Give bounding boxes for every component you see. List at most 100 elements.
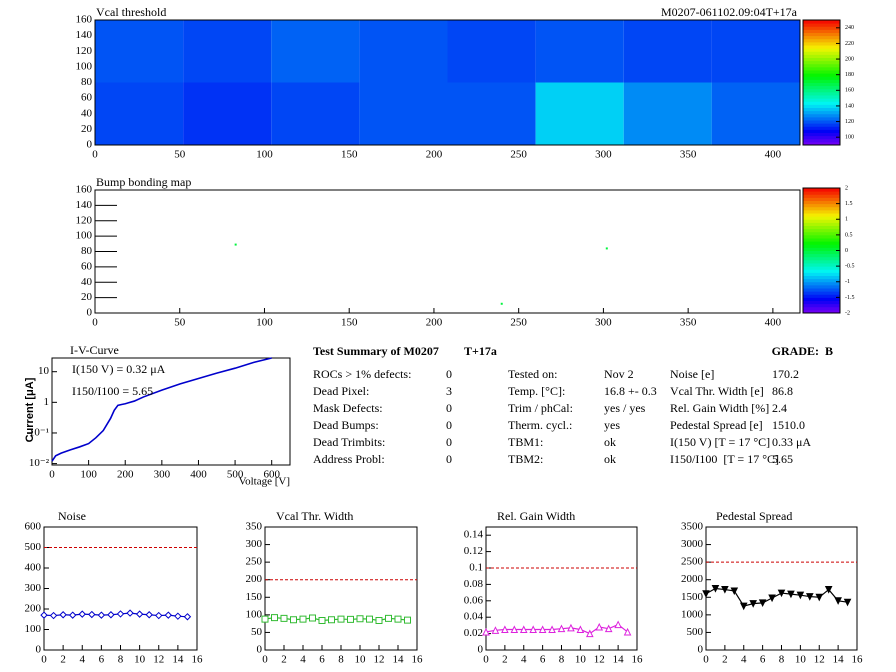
- color-scale: [803, 20, 840, 24]
- data-point: [337, 615, 345, 623]
- color-scale: [803, 101, 840, 105]
- data-point: [145, 611, 153, 619]
- x-tick-label: 10: [795, 654, 807, 666]
- color-scale: [803, 63, 840, 68]
- y-tick-label: 150: [246, 591, 263, 603]
- heat-cell: [711, 20, 800, 83]
- y-tick-label: 0.1: [469, 562, 483, 574]
- y-tick-label: 3000: [681, 538, 704, 550]
- summary-value: 0: [446, 452, 452, 466]
- y-tick-label: 0.12: [464, 545, 483, 557]
- color-scale: [803, 107, 840, 112]
- summary-value: 5.65: [772, 452, 793, 466]
- summary-label: Temp. [°C]:: [508, 384, 565, 398]
- y-tick-label: 40: [81, 276, 93, 288]
- annotation: I150/I100 = 5.65: [72, 384, 153, 398]
- data-line: [264, 617, 408, 622]
- plot-frame: [94, 189, 801, 314]
- data-point: [806, 593, 814, 601]
- z-tick-label: 180: [845, 72, 854, 78]
- summary-title: Test Summary of M0207: [313, 344, 439, 358]
- x-tick-label: 200: [426, 149, 443, 161]
- data-point: [796, 591, 805, 600]
- x-tick-label: 500: [227, 469, 244, 481]
- data-point: [375, 616, 383, 624]
- summary-value: 170.2: [772, 367, 799, 381]
- z-tick-label: -1: [845, 279, 850, 285]
- chart-title: Pedestal Spread: [716, 509, 792, 523]
- heat-cell: [359, 82, 448, 145]
- data-point: [78, 610, 86, 618]
- data-point: [135, 610, 144, 618]
- data-point: [501, 625, 509, 633]
- data-point: [529, 625, 537, 633]
- y-tick-label: 350: [246, 521, 263, 533]
- x-tick-label: 8: [779, 654, 785, 666]
- x-tick-label: 400: [190, 469, 207, 481]
- x-tick-label: 10: [355, 654, 367, 666]
- color-scale: [803, 216, 840, 220]
- data-point: [318, 616, 326, 624]
- color-scale: [803, 222, 840, 226]
- color-scale: [803, 85, 840, 90]
- y-tick-label: 60: [81, 260, 93, 272]
- color-scale-frame: [802, 19, 841, 146]
- x-tick-label: 16: [852, 654, 864, 666]
- data-point: [623, 627, 632, 636]
- summary-label: Trim / phCal:: [508, 401, 573, 415]
- x-tick-label: 6: [99, 654, 105, 666]
- color-scale: [803, 129, 840, 133]
- summary-label: Tested on:: [508, 367, 557, 381]
- color-scale: [803, 219, 840, 223]
- y-tick-label: 0.02: [464, 627, 483, 639]
- y-tick-label: 250: [246, 556, 263, 568]
- data-line: [705, 587, 848, 607]
- data-point: [280, 614, 288, 622]
- color-scale: [803, 132, 840, 137]
- summary-value: 86.8: [772, 384, 793, 398]
- color-scale: [803, 120, 840, 124]
- y-tick-label: 120: [76, 45, 93, 57]
- summary-label: Address Probl:: [313, 452, 385, 466]
- heat-cell: [623, 82, 712, 145]
- y-tick-label: 0: [257, 644, 263, 656]
- summary-label: Dead Pixel:: [313, 384, 369, 398]
- z-tick-label: 240: [845, 25, 854, 31]
- y-tick-label: 300: [25, 582, 42, 594]
- plot-frame: [43, 526, 198, 651]
- summary-label: Mask Defects:: [313, 401, 383, 415]
- z-tick-label: 0.5: [845, 232, 853, 238]
- x-tick-label: 0: [92, 317, 98, 329]
- chart-title: Noise: [58, 509, 86, 523]
- color-scale: [803, 272, 840, 276]
- summary-value: 16.8 +- 0.3: [604, 384, 657, 398]
- color-scale: [803, 241, 840, 245]
- color-scale: [803, 303, 840, 308]
- x-tick-label: 2: [722, 654, 728, 666]
- y-tick-label: 0.04: [464, 611, 484, 623]
- z-tick-label: 1: [845, 217, 848, 223]
- color-scale: [803, 247, 840, 251]
- summary-value: 0.33 μA: [772, 435, 811, 449]
- y-axis-label: Current [μA]: [24, 377, 36, 442]
- color-scale: [803, 35, 840, 40]
- summary-value: 0: [446, 367, 452, 381]
- x-tick-label: 150: [341, 317, 358, 329]
- color-scale: [803, 250, 840, 255]
- data-point: [604, 624, 613, 633]
- y-tick-label: 0: [87, 307, 93, 319]
- heat-cell: [183, 82, 272, 145]
- summary-label: Dead Trimbits:: [313, 435, 385, 449]
- x-tick-label: 12: [594, 654, 605, 666]
- y-tick-label: 20: [81, 291, 93, 303]
- color-scale: [803, 91, 840, 96]
- color-scale: [803, 300, 840, 305]
- color-scale: [803, 297, 840, 301]
- color-scale: [803, 188, 840, 192]
- bump-point: [234, 243, 237, 246]
- x-tick-label: 8: [338, 654, 344, 666]
- heat-cell: [95, 82, 184, 145]
- data-point: [510, 625, 519, 633]
- summary-label: TBM1:: [508, 435, 543, 449]
- color-scale: [803, 309, 840, 314]
